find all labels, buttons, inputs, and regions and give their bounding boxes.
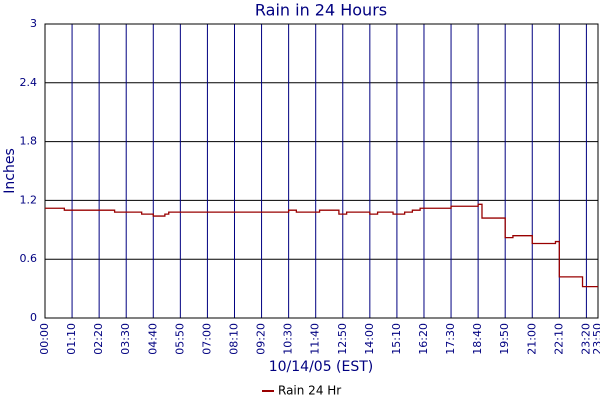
x-tick-label: 01:10 xyxy=(65,323,78,355)
x-tick-label: 16:20 xyxy=(417,323,430,355)
x-tick-label: 05:50 xyxy=(173,323,186,355)
x-tick-label: 09:20 xyxy=(255,323,268,355)
y-tick-label: 2.4 xyxy=(20,76,38,89)
x-tick-label: 22:10 xyxy=(552,323,565,355)
x-tick-label: 07:00 xyxy=(200,323,213,355)
x-axis-label: 10/14/05 (EST) xyxy=(269,359,374,375)
x-tick-label: 15:10 xyxy=(390,323,403,355)
y-tick-label: 0 xyxy=(30,311,37,324)
x-tick-label: 10:30 xyxy=(282,323,295,355)
y-tick-label: 3 xyxy=(30,17,37,30)
chart-title: Rain in 24 Hours xyxy=(255,1,387,20)
x-tick-label: 19:50 xyxy=(498,323,511,355)
x-tick-label: 03:30 xyxy=(119,323,132,355)
y-tick-label: 1.8 xyxy=(20,135,38,148)
x-tick-label: 04:40 xyxy=(146,323,159,355)
x-tick-label: 21:00 xyxy=(525,323,538,355)
y-tick-label: 1.2 xyxy=(20,193,38,206)
legend-label: Rain 24 Hr xyxy=(278,384,341,398)
line xyxy=(45,203,598,288)
x-tick-label: 23:20 xyxy=(579,323,592,355)
y-axis-label: Inches xyxy=(2,148,18,193)
x-tick-label: 02:20 xyxy=(92,323,105,355)
x-tick-label: 14:00 xyxy=(363,323,376,355)
x-tick-label: 18:40 xyxy=(471,323,484,355)
x-tick-label: 00:00 xyxy=(38,323,51,355)
y-tick-label: 0.6 xyxy=(20,252,38,265)
plot-frame xyxy=(44,23,599,319)
x-tick-label: 23:50 xyxy=(591,323,600,355)
x-tick-label: 17:30 xyxy=(444,323,457,355)
x-tick-label: 11:40 xyxy=(309,323,322,355)
x-tick-label: 08:10 xyxy=(227,323,240,355)
x-tick-label: 12:50 xyxy=(336,323,349,355)
